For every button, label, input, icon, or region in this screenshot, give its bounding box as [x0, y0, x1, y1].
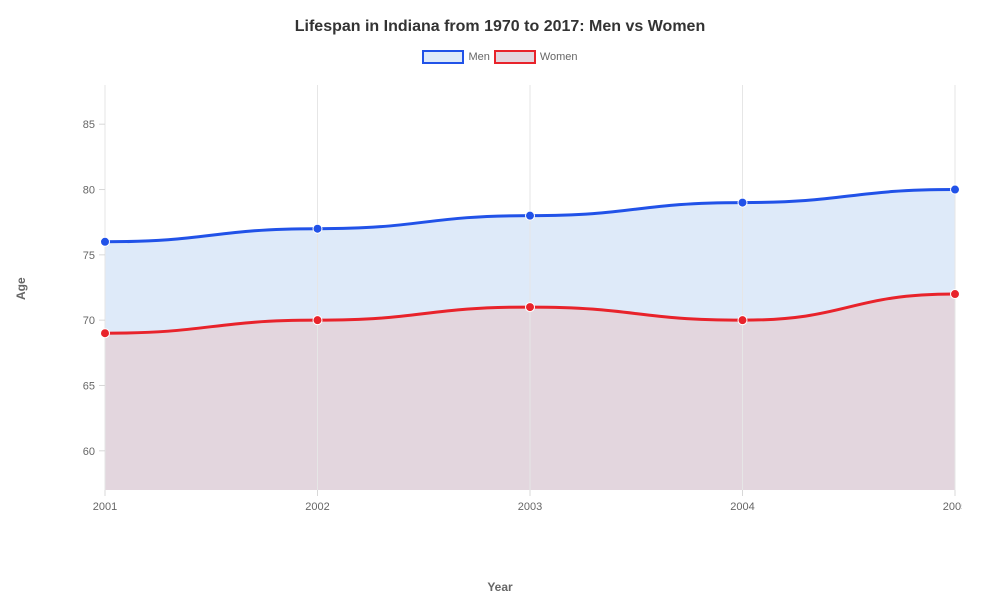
x-axis-label: Year [0, 580, 1000, 594]
chart-title: Lifespan in Indiana from 1970 to 2017: M… [0, 0, 1000, 36]
marker-men [738, 198, 747, 207]
x-tick-label: 2002 [305, 501, 329, 513]
y-tick-label: 80 [83, 185, 95, 197]
legend-swatch-women [494, 50, 536, 64]
x-tick-label: 2003 [518, 501, 542, 513]
chart-container: Lifespan in Indiana from 1970 to 2017: M… [0, 0, 1000, 600]
y-tick-label: 60 [83, 446, 95, 458]
legend-label-men: Men [468, 51, 489, 63]
legend-label-women: Women [540, 51, 578, 63]
marker-men [101, 237, 110, 246]
legend-item-women: Women [494, 50, 578, 64]
plot-area: 60 65 70 75 80 85 2001 2002 2003 2004 2005 [62, 80, 962, 520]
y-tick-label: 85 [83, 119, 95, 131]
marker-women [101, 329, 110, 338]
marker-men [951, 185, 960, 194]
x-tick-label: 2004 [730, 501, 754, 513]
marker-women [526, 303, 535, 312]
y-axis-label: Age [14, 277, 28, 300]
marker-men [526, 211, 535, 220]
y-tick-label: 75 [83, 250, 95, 262]
legend-swatch-men [422, 50, 464, 64]
y-tick-label: 70 [83, 315, 95, 327]
marker-women [738, 316, 747, 325]
chart-svg: 60 65 70 75 80 85 2001 2002 2003 2004 2005 [62, 80, 962, 520]
marker-women [951, 290, 960, 299]
marker-men [313, 224, 322, 233]
legend-item-men: Men [422, 50, 489, 64]
y-tick-label: 65 [83, 380, 95, 392]
marker-women [313, 316, 322, 325]
legend: Men Women [0, 50, 1000, 64]
x-tick-label: 2005 [943, 501, 962, 513]
x-tick-label: 2001 [93, 501, 117, 513]
